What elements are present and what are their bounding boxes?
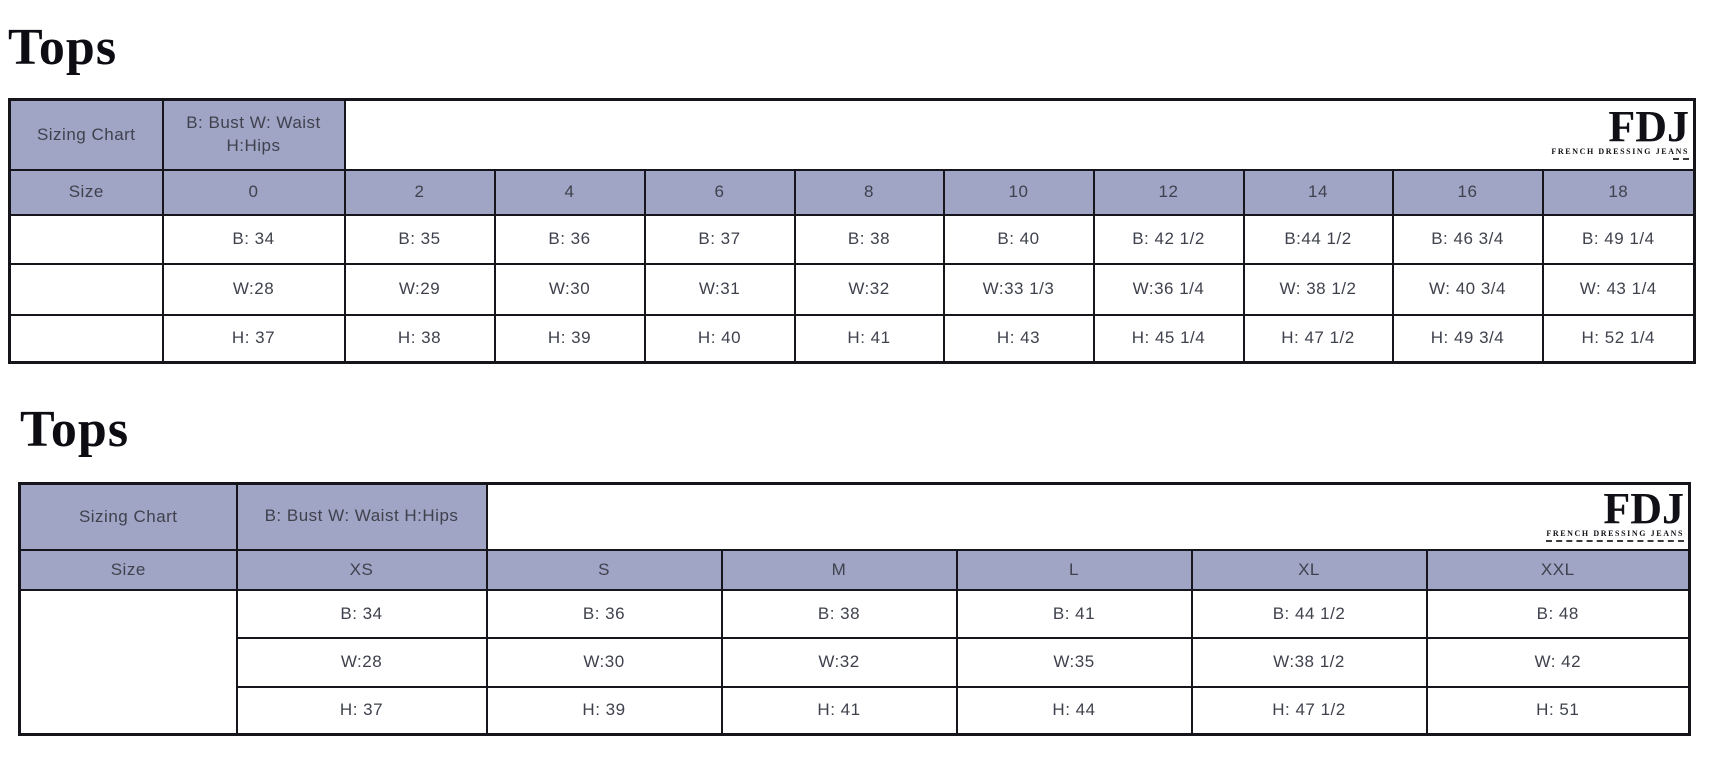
t2-size-label: Size — [18, 548, 238, 591]
t2-logo-cell: FDJ FRENCH DRESSING JEANS — [485, 482, 1691, 551]
t1-bust-1: B: 35 — [343, 213, 496, 265]
t1-hips-rowhead-blank — [8, 313, 164, 364]
t1-hips-8: H: 49 3/4 — [1391, 313, 1544, 364]
t2-bust-row: B: 34 B: 36 B: 38 B: 41 B: 44 1/2 B: 48 — [18, 588, 1691, 736]
t1-bust-7: B:44 1/2 — [1242, 213, 1394, 265]
t1-bust-row: B: 34 B: 35 B: 36 B: 37 B: 38 B: 40 B: 4… — [8, 213, 1696, 265]
t2-size-row: Size XS S M L XL XXL — [18, 548, 1691, 591]
t1-bust-8: B: 46 3/4 — [1391, 213, 1544, 265]
t1-bust-2: B: 36 — [493, 213, 646, 265]
t2-bust-4: B: 44 1/2 — [1190, 588, 1428, 639]
t1-size-3: 6 — [643, 168, 796, 216]
t2-waist-5: W: 42 — [1425, 636, 1691, 688]
t2-measurement-legend: B: Bust W: Waist H:Hips — [235, 482, 488, 551]
t1-waist-6: W:36 1/4 — [1092, 262, 1245, 316]
t1-header-row: Sizing Chart B: Bust W: Waist H:Hips FDJ… — [8, 98, 1696, 171]
t2-bust-5: B: 48 — [1425, 588, 1691, 639]
fdj-logo: FDJ FRENCH DRESSING JEANS — [1546, 484, 1684, 543]
t1-size-9: 18 — [1541, 168, 1696, 216]
t1-hips-0: H: 37 — [161, 313, 346, 364]
t1-bust-6: B: 42 1/2 — [1092, 213, 1245, 265]
t1-size-8: 16 — [1391, 168, 1544, 216]
t2-waist-0: W:28 — [235, 636, 488, 688]
t2-hips-2: H: 41 — [720, 685, 958, 736]
t2-waist-4: W:38 1/2 — [1190, 636, 1428, 688]
fdj-logo-subtitle: FRENCH DRESSING JEANS — [1546, 529, 1684, 539]
section2-title: Tops — [20, 401, 130, 458]
t1-measurement-legend: B: Bust W: Waist H:Hips — [161, 98, 346, 171]
t2-waist-2: W:32 — [720, 636, 958, 688]
t2-hips-1: H: 39 — [485, 685, 723, 736]
t1-waist-3: W:31 — [643, 262, 796, 316]
t1-waist-rowhead-blank — [8, 262, 164, 316]
t2-hips-4: H: 47 1/2 — [1190, 685, 1428, 736]
t2-header-row: Sizing Chart B: Bust W: Waist H:Hips FDJ… — [18, 482, 1691, 551]
t2-waist-1: W:30 — [485, 636, 723, 688]
t1-size-0: 0 — [161, 168, 346, 216]
t2-size-0: XS — [235, 548, 488, 591]
t1-size-1: 2 — [343, 168, 496, 216]
t2-size-2: M — [720, 548, 958, 591]
fdj-logo-text: FDJ — [1603, 484, 1684, 534]
t2-waist-row: W:28 W:30 W:32 W:35 W:38 1/2 W: 42 — [20, 636, 1691, 688]
fdj-logo: FDJ FRENCH DRESSING JEANS — [1551, 102, 1690, 161]
t2-rowhead-blank — [18, 588, 238, 736]
t1-waist-4: W:32 — [793, 262, 945, 316]
t2-hips-row: H: 37 H: 39 H: 41 H: 44 H: 47 1/2 H: 51 — [20, 685, 1691, 736]
t1-size-7: 14 — [1242, 168, 1394, 216]
t1-hips-1: H: 38 — [343, 313, 496, 364]
t1-size-row: Size 0 2 4 6 8 10 12 14 16 18 — [8, 168, 1696, 216]
t1-bust-5: B: 40 — [942, 213, 1095, 265]
t1-bust-0: B: 34 — [161, 213, 346, 265]
t1-hips-5: H: 43 — [942, 313, 1095, 364]
t2-size-1: S — [485, 548, 723, 591]
t1-size-2: 4 — [493, 168, 646, 216]
t2-size-4: XL — [1190, 548, 1428, 591]
t1-size-label: Size — [8, 168, 164, 216]
t1-hips-6: H: 45 1/4 — [1092, 313, 1245, 364]
tops-letter-sizing-table: Sizing Chart B: Bust W: Waist H:Hips FDJ… — [18, 482, 1691, 736]
t2-size-5: XXL — [1425, 548, 1691, 591]
t1-bust-rowhead-blank — [8, 213, 164, 265]
t2-bust-1: B: 36 — [485, 588, 723, 639]
t1-corner-label: Sizing Chart — [8, 98, 164, 171]
tops-numeric-sizing-table: Sizing Chart B: Bust W: Waist H:Hips FDJ… — [8, 98, 1697, 364]
t2-hips-0: H: 37 — [235, 685, 488, 736]
t2-bust-0: B: 34 — [235, 588, 488, 639]
t2-hips-3: H: 44 — [955, 685, 1193, 736]
t1-size-4: 8 — [793, 168, 945, 216]
t1-waist-2: W:30 — [493, 262, 646, 316]
fdj-logo-dash — [1673, 158, 1690, 161]
t2-corner-label: Sizing Chart — [18, 482, 238, 551]
t1-hips-2: H: 39 — [493, 313, 646, 364]
t1-hips-row: H: 37 H: 38 H: 39 H: 40 H: 41 H: 43 H: 4… — [8, 313, 1696, 364]
fdj-logo-dash — [1546, 540, 1684, 543]
t1-waist-row: W:28 W:29 W:30 W:31 W:32 W:33 1/3 W:36 1… — [8, 262, 1696, 316]
t1-bust-9: B: 49 1/4 — [1541, 213, 1696, 265]
t1-waist-7: W: 38 1/2 — [1242, 262, 1394, 316]
t1-bust-3: B: 37 — [643, 213, 796, 265]
t1-waist-9: W: 43 1/4 — [1541, 262, 1696, 316]
fdj-logo-text: FDJ — [1608, 102, 1690, 152]
t2-hips-5: H: 51 — [1425, 685, 1691, 736]
t1-waist-8: W: 40 3/4 — [1391, 262, 1544, 316]
t1-size-5: 10 — [942, 168, 1095, 216]
t1-waist-5: W:33 1/3 — [942, 262, 1095, 316]
t1-logo-cell: FDJ FRENCH DRESSING JEANS — [343, 98, 1696, 171]
t1-waist-0: W:28 — [161, 262, 346, 316]
t1-waist-1: W:29 — [343, 262, 496, 316]
t1-bust-4: B: 38 — [793, 213, 945, 265]
t2-bust-2: B: 38 — [720, 588, 958, 639]
section1-title: Tops — [8, 19, 118, 76]
t1-hips-7: H: 47 1/2 — [1242, 313, 1394, 364]
t1-hips-9: H: 52 1/4 — [1541, 313, 1696, 364]
t2-waist-3: W:35 — [955, 636, 1193, 688]
t2-bust-3: B: 41 — [955, 588, 1193, 639]
t1-hips-3: H: 40 — [643, 313, 796, 364]
t1-size-6: 12 — [1092, 168, 1245, 216]
t1-hips-4: H: 41 — [793, 313, 945, 364]
fdj-logo-subtitle: FRENCH DRESSING JEANS — [1551, 147, 1690, 157]
t2-size-3: L — [955, 548, 1193, 591]
